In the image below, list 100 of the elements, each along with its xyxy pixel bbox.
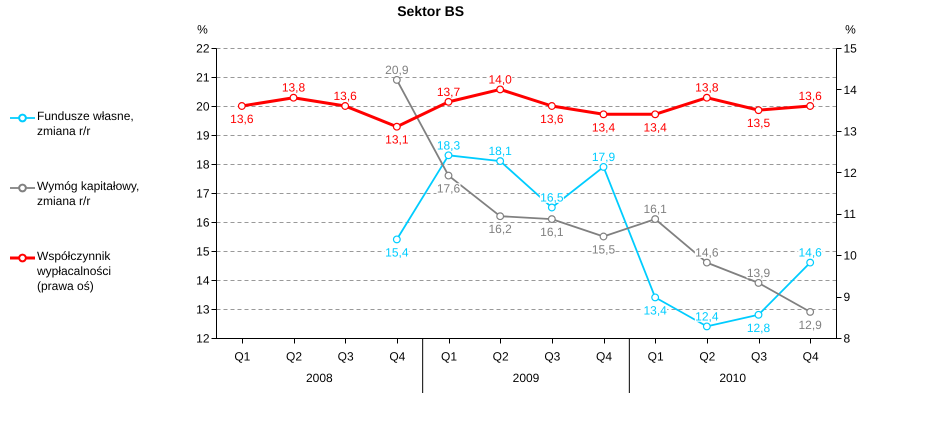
data-label: 13,7 bbox=[436, 84, 460, 99]
point bbox=[444, 98, 452, 106]
chart-title: Sektor BS bbox=[397, 3, 464, 19]
x-tick-label: Q2 bbox=[492, 350, 509, 364]
x-tick-label: Q4 bbox=[389, 350, 406, 364]
data-label: 13,4 bbox=[643, 120, 668, 134]
point bbox=[651, 293, 660, 302]
point bbox=[496, 85, 504, 94]
legend-label: Współczynnik wypłacalności (prawa oś) bbox=[36, 249, 112, 293]
data-label: 13,8 bbox=[695, 80, 719, 95]
y-tick-label: 17 bbox=[196, 186, 210, 200]
y-tick-label: 18 bbox=[196, 158, 210, 172]
x-tick-label: Q2 bbox=[699, 350, 716, 364]
text: 2010 bbox=[719, 371, 746, 385]
x-tick-label: Q1 bbox=[648, 350, 664, 364]
y2-axis-title: % bbox=[845, 22, 856, 36]
point bbox=[806, 308, 814, 316]
data-label: 18,1 bbox=[488, 144, 512, 158]
point bbox=[702, 94, 711, 102]
point bbox=[548, 102, 556, 110]
data-label: 16,1 bbox=[540, 225, 564, 240]
y-axis-title: % bbox=[197, 22, 208, 36]
data-label: 13,5 bbox=[746, 116, 770, 130]
data-label: 14,6 bbox=[798, 246, 822, 260]
data-label: 13,6 bbox=[540, 112, 564, 126]
legend-label: Wymóg kapitałowy, zmiana r/r bbox=[37, 179, 140, 208]
point bbox=[651, 110, 660, 118]
y-tick-label: 14 bbox=[196, 274, 210, 288]
data-label: 13,4 bbox=[643, 303, 668, 318]
point bbox=[496, 157, 504, 166]
text: 2009 bbox=[512, 371, 540, 385]
data-label: 20,9 bbox=[385, 62, 409, 77]
data-label: 13,4 bbox=[592, 120, 616, 134]
x-tick-label: Q2 bbox=[286, 350, 302, 364]
data-label: 15,4 bbox=[385, 245, 409, 260]
point bbox=[754, 310, 762, 319]
point bbox=[290, 94, 298, 102]
point bbox=[341, 102, 350, 110]
point bbox=[392, 76, 401, 84]
data-label: 12,9 bbox=[798, 318, 822, 332]
text: 2008 bbox=[306, 371, 334, 385]
point bbox=[600, 162, 608, 171]
data-label: 14,6 bbox=[695, 246, 719, 260]
point bbox=[548, 204, 556, 212]
y2-tick-label: 9 bbox=[844, 290, 850, 304]
x-tick-label: Q1 bbox=[234, 350, 251, 364]
data-label: 17,9 bbox=[592, 150, 616, 164]
point bbox=[702, 322, 711, 330]
x-tick-label: Q1 bbox=[440, 350, 458, 364]
y-tick-label: 20 bbox=[196, 100, 210, 114]
point bbox=[651, 215, 660, 224]
y-tick-label: 22 bbox=[196, 42, 210, 56]
y2-tick-label: 13 bbox=[844, 124, 858, 138]
point bbox=[444, 151, 452, 160]
legend-label: Fundusze własne, zmiana r/r bbox=[37, 109, 134, 138]
y-tick-label: 13 bbox=[196, 302, 210, 316]
point bbox=[806, 258, 814, 267]
point bbox=[702, 258, 711, 267]
point bbox=[548, 215, 556, 224]
data-label: 14,0 bbox=[488, 72, 512, 86]
y2-tick-label: 14 bbox=[844, 82, 858, 97]
x-tick-label: Q3 bbox=[338, 350, 354, 364]
y2-tick-label: 8 bbox=[844, 332, 850, 346]
x-tick-label: Q4 bbox=[802, 350, 819, 364]
data-label: 18,3 bbox=[436, 138, 460, 152]
y2-tick-label: 15 bbox=[844, 42, 858, 56]
data-label: 16,1 bbox=[643, 202, 668, 216]
data-label: 13,6 bbox=[798, 89, 822, 103]
data-label: 12,4 bbox=[695, 309, 719, 324]
data-label: 15,5 bbox=[592, 242, 616, 256]
y-tick-label: 12 bbox=[196, 332, 210, 346]
point bbox=[392, 122, 401, 131]
data-label: 13,6 bbox=[230, 112, 254, 126]
data-label: 13,8 bbox=[282, 80, 306, 95]
x-tick-label: Q3 bbox=[544, 350, 561, 364]
point bbox=[754, 106, 762, 114]
x-tick-label: Q3 bbox=[750, 350, 768, 364]
point bbox=[238, 102, 246, 110]
point bbox=[754, 278, 762, 287]
data-label: 13,1 bbox=[385, 132, 409, 147]
point bbox=[444, 172, 452, 180]
data-label: 17,6 bbox=[436, 182, 460, 196]
point bbox=[600, 232, 608, 240]
y-tick-label: 19 bbox=[196, 128, 210, 142]
data-label: 12,8 bbox=[746, 320, 770, 335]
data-label: 13,9 bbox=[746, 266, 770, 280]
y-tick-label: 21 bbox=[196, 70, 210, 84]
point bbox=[392, 235, 401, 244]
y2-tick-label: 11 bbox=[844, 207, 856, 222]
data-label: 16,2 bbox=[488, 222, 512, 236]
y-tick-label: 16 bbox=[196, 216, 210, 230]
y2-tick-label: 12 bbox=[844, 166, 858, 180]
x-tick-label: Q4 bbox=[596, 350, 612, 364]
y2-tick-label: 10 bbox=[844, 248, 858, 263]
data-label: 16,5 bbox=[540, 190, 564, 204]
y-tick-label: 15 bbox=[196, 244, 210, 258]
point bbox=[600, 110, 608, 118]
point bbox=[806, 102, 814, 110]
data-label: 13,6 bbox=[333, 89, 358, 103]
point bbox=[496, 212, 504, 220]
